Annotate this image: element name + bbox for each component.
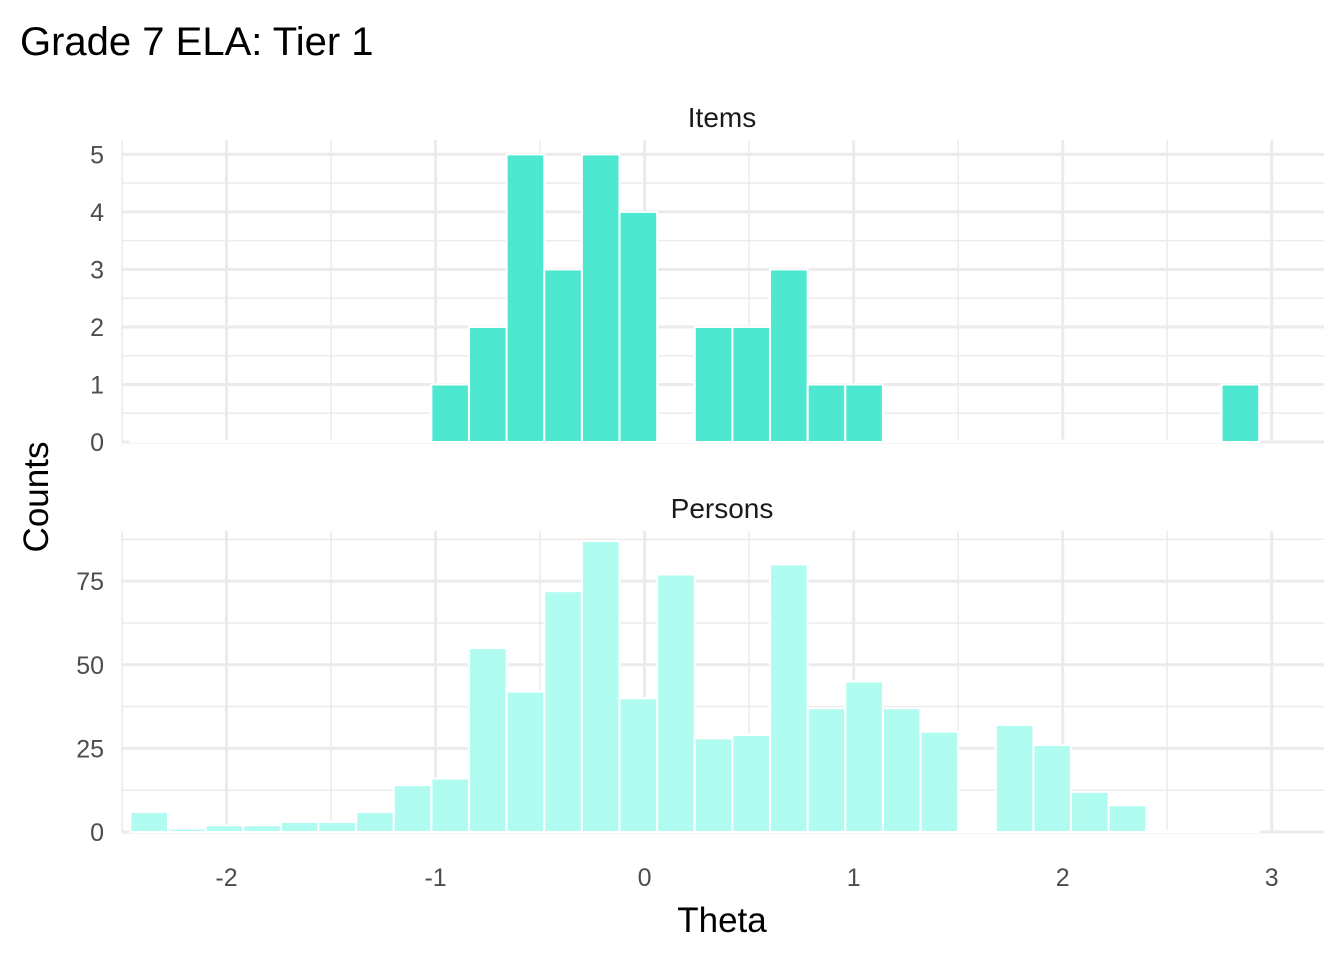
histogram-bar bbox=[919, 730, 960, 834]
y-tick-label: 3 bbox=[90, 256, 104, 284]
x-tick-label: -1 bbox=[424, 864, 446, 892]
chart-title: Grade 7 ELA: Tier 1 bbox=[20, 20, 374, 64]
x-tick-label: -2 bbox=[215, 864, 237, 892]
histogram-bar bbox=[204, 439, 245, 443]
histogram-bar bbox=[468, 325, 508, 444]
histogram-bar bbox=[1107, 804, 1148, 834]
panel-items: Items 0 1 2 3 4 5 bbox=[90, 102, 1324, 457]
histogram-bar bbox=[242, 824, 282, 833]
histogram-bar bbox=[1032, 744, 1073, 833]
histogram-bar bbox=[505, 690, 546, 833]
histogram-bar bbox=[317, 820, 358, 834]
histogram-bar bbox=[693, 325, 734, 444]
y-tick-label: 1 bbox=[90, 371, 104, 399]
histogram-bar bbox=[1145, 829, 1185, 833]
panel-strip-label: Persons bbox=[671, 493, 774, 524]
panel-persons: Persons 0 25 50 75 bbox=[76, 493, 1324, 847]
histogram-bar bbox=[392, 439, 433, 443]
histogram-bar bbox=[844, 383, 884, 444]
histogram-bar bbox=[1220, 383, 1261, 444]
histogram-bar bbox=[881, 707, 922, 833]
x-tick-label: 1 bbox=[847, 864, 861, 892]
panel-y-ticks: 0 25 50 75 bbox=[76, 568, 104, 847]
histogram-bar bbox=[618, 697, 659, 833]
y-tick-label: 50 bbox=[76, 652, 104, 680]
histogram-bar bbox=[204, 824, 245, 833]
x-axis-ticks: -2 -1 0 1 2 3 bbox=[215, 864, 1278, 892]
histogram-bar bbox=[129, 439, 169, 443]
x-tick-label: 0 bbox=[638, 864, 652, 892]
histogram-bar bbox=[468, 647, 508, 833]
histogram-bar bbox=[806, 383, 847, 444]
histogram-bar bbox=[242, 439, 282, 443]
panel-bars bbox=[129, 540, 1261, 834]
panel-y-ticks: 0 1 2 3 4 5 bbox=[90, 141, 104, 457]
histogram-bar bbox=[957, 829, 997, 833]
y-tick-label: 2 bbox=[90, 314, 104, 342]
histogram-bar bbox=[618, 210, 659, 443]
histogram-bar bbox=[279, 820, 320, 834]
x-tick-label: 3 bbox=[1265, 864, 1279, 892]
histogram-bar bbox=[1182, 439, 1223, 443]
panel-strip-label: Items bbox=[688, 102, 756, 133]
x-axis-title: Theta bbox=[677, 901, 767, 940]
histogram-bar bbox=[1107, 439, 1148, 443]
histogram-bar bbox=[994, 723, 1035, 834]
histogram-bar bbox=[1182, 829, 1223, 833]
histogram-bar bbox=[279, 439, 320, 443]
histogram-bar bbox=[1220, 829, 1261, 833]
histogram-bar bbox=[844, 680, 884, 833]
histogram-bar bbox=[919, 439, 960, 443]
histogram-bar bbox=[505, 153, 546, 443]
y-tick-label: 0 bbox=[90, 819, 104, 847]
histogram-bar bbox=[580, 540, 621, 833]
histogram-bar bbox=[731, 325, 772, 444]
y-tick-label: 25 bbox=[76, 735, 104, 763]
histogram-bar bbox=[166, 827, 207, 834]
histogram-bar bbox=[1070, 790, 1110, 833]
histogram-bar bbox=[355, 439, 395, 443]
y-tick-label: 5 bbox=[90, 141, 104, 169]
histogram-bar bbox=[769, 563, 809, 833]
y-tick-label: 75 bbox=[76, 568, 104, 596]
histogram-bar bbox=[355, 810, 395, 834]
histogram-bar bbox=[806, 707, 847, 833]
histogram-bar bbox=[656, 439, 696, 443]
histogram-bar bbox=[392, 784, 433, 834]
histogram-bar bbox=[580, 153, 621, 443]
histogram-bar bbox=[1070, 439, 1110, 443]
y-tick-label: 4 bbox=[90, 199, 104, 227]
panel-bars bbox=[129, 153, 1261, 444]
histogram-bar bbox=[693, 737, 734, 833]
x-tick-label: 2 bbox=[1056, 864, 1070, 892]
y-axis-title: Counts bbox=[17, 442, 56, 553]
histogram-bar bbox=[1145, 439, 1185, 443]
histogram-bar bbox=[881, 439, 922, 443]
y-tick-label: 0 bbox=[90, 429, 104, 457]
histogram-bar bbox=[1032, 439, 1073, 443]
histogram-bar bbox=[731, 734, 772, 833]
histogram-bar bbox=[129, 810, 169, 834]
histogram-bar bbox=[769, 268, 809, 443]
histogram-bar bbox=[957, 439, 997, 443]
histogram-bar bbox=[317, 439, 358, 443]
histogram-bar bbox=[543, 590, 583, 834]
histogram-bar bbox=[166, 439, 207, 443]
histogram-bar bbox=[430, 777, 471, 834]
histogram-bar bbox=[543, 268, 583, 443]
histogram-bar bbox=[656, 573, 696, 833]
histogram-bar bbox=[994, 439, 1035, 443]
histogram-bar bbox=[430, 383, 471, 444]
